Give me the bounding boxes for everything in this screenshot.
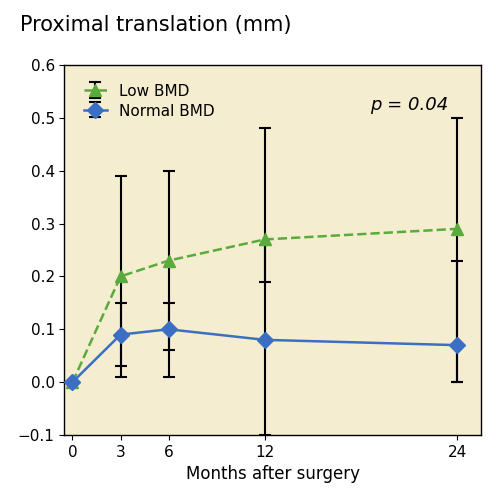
Text: p = 0.04: p = 0.04 bbox=[370, 96, 448, 114]
Text: Proximal translation (mm): Proximal translation (mm) bbox=[20, 15, 291, 35]
X-axis label: Months after surgery: Months after surgery bbox=[186, 466, 360, 483]
Legend: Low BMD, Normal BMD: Low BMD, Normal BMD bbox=[76, 76, 222, 126]
